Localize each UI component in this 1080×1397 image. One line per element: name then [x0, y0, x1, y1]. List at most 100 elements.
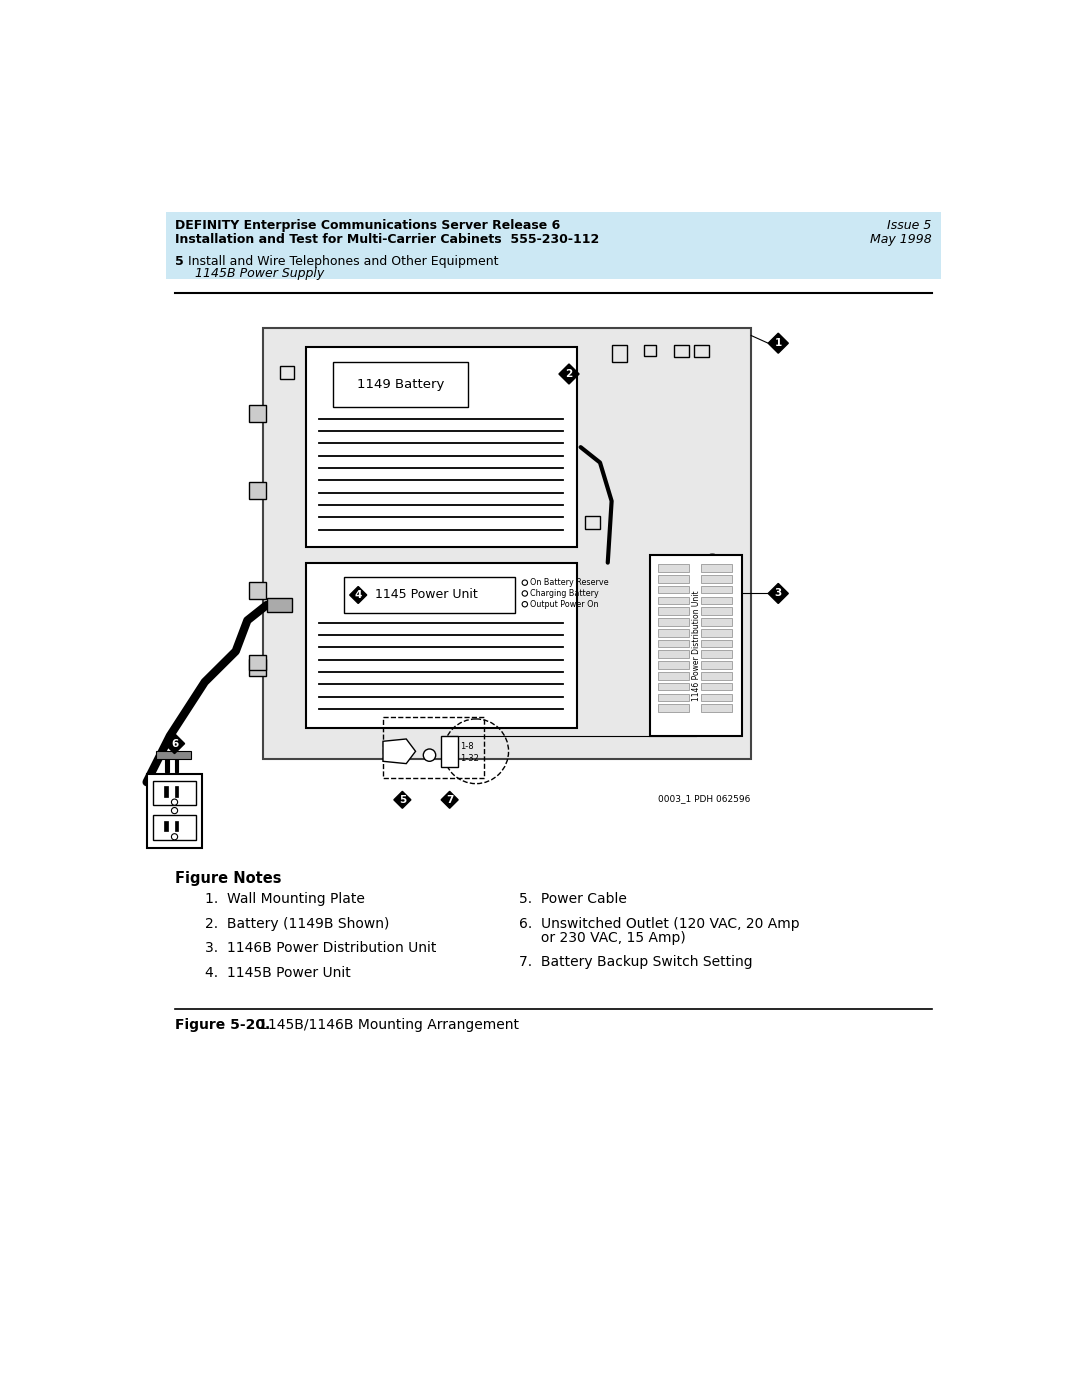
Bar	[658, 693, 689, 701]
Bar	[701, 640, 732, 647]
Text: On Battery Reserve: On Battery Reserve	[530, 578, 609, 587]
Bar	[658, 651, 689, 658]
Bar	[701, 564, 732, 571]
Text: 1146 Power Distribution Unit: 1146 Power Distribution Unit	[691, 590, 701, 701]
Bar	[658, 597, 689, 605]
Circle shape	[172, 807, 177, 813]
Text: 3: 3	[774, 588, 782, 598]
Bar	[164, 787, 167, 796]
Text: 6: 6	[171, 739, 178, 749]
Bar	[248, 655, 266, 671]
Bar	[701, 683, 732, 690]
Bar	[701, 585, 732, 594]
Text: 2: 2	[565, 369, 572, 379]
Bar	[248, 482, 266, 499]
Text: or 230 VAC, 15 Amp): or 230 VAC, 15 Amp)	[518, 930, 686, 944]
Bar	[306, 346, 577, 548]
Bar	[658, 640, 689, 647]
Bar	[658, 704, 689, 712]
Text: 2.  Battery (1149B Shown): 2. Battery (1149B Shown)	[205, 916, 389, 930]
Polygon shape	[768, 334, 788, 353]
Bar	[658, 576, 689, 583]
Circle shape	[172, 834, 177, 840]
Polygon shape	[383, 739, 416, 764]
Text: 1145B/1146B Mounting Arrangement: 1145B/1146B Mounting Arrangement	[259, 1018, 519, 1032]
Text: Issue 5: Issue 5	[888, 219, 932, 232]
Bar	[441, 736, 458, 767]
Bar	[658, 683, 689, 690]
Bar	[164, 820, 167, 831]
Text: May 1998: May 1998	[870, 233, 932, 246]
Text: 1145B Power Supply: 1145B Power Supply	[195, 267, 325, 279]
Circle shape	[704, 555, 721, 571]
Text: 1.  Wall Mounting Plate: 1. Wall Mounting Plate	[205, 893, 365, 907]
Bar	[701, 576, 732, 583]
Polygon shape	[394, 791, 410, 809]
Circle shape	[522, 602, 527, 606]
Bar	[166, 211, 941, 250]
Text: 1: 1	[774, 338, 782, 348]
Text: 5.  Power Cable: 5. Power Cable	[518, 893, 626, 907]
Bar	[701, 672, 732, 680]
Bar	[147, 774, 202, 848]
Text: Figure 5-20.: Figure 5-20.	[175, 1018, 271, 1032]
Bar	[658, 617, 689, 626]
Bar	[280, 366, 294, 379]
Bar	[611, 345, 627, 362]
Text: 7: 7	[446, 795, 454, 805]
Bar	[658, 661, 689, 669]
Text: 1-8: 1-8	[460, 742, 474, 752]
Bar	[644, 345, 656, 355]
Bar	[156, 752, 191, 759]
Bar	[333, 362, 469, 407]
Bar	[701, 651, 732, 658]
Bar	[674, 345, 689, 358]
Polygon shape	[559, 365, 579, 384]
Polygon shape	[350, 587, 367, 604]
Bar	[658, 564, 689, 571]
Bar	[175, 787, 178, 796]
Bar	[175, 820, 178, 831]
Bar	[658, 672, 689, 680]
Bar	[248, 583, 266, 599]
Polygon shape	[768, 584, 788, 604]
Bar	[701, 617, 732, 626]
Text: 4.  1145B Power Unit: 4. 1145B Power Unit	[205, 967, 351, 981]
Circle shape	[522, 580, 527, 585]
Bar	[306, 563, 577, 728]
Circle shape	[423, 749, 435, 761]
Bar	[153, 781, 197, 805]
Text: Output Power On: Output Power On	[530, 599, 598, 609]
Text: Installation and Test for Multi-Carrier Cabinets  555-230-112: Installation and Test for Multi-Carrier …	[175, 233, 599, 246]
Text: Charging Battery: Charging Battery	[530, 590, 599, 598]
Text: 3.  1146B Power Distribution Unit: 3. 1146B Power Distribution Unit	[205, 942, 436, 956]
Bar	[153, 816, 197, 840]
Text: 5: 5	[175, 254, 184, 268]
Text: 5: 5	[399, 795, 406, 805]
Bar	[701, 704, 732, 712]
Text: 1149 Battery: 1149 Battery	[356, 379, 444, 391]
Text: 0003_1 PDH 062596: 0003_1 PDH 062596	[659, 795, 751, 803]
Bar	[701, 608, 732, 615]
Text: 1-32: 1-32	[460, 754, 480, 763]
Bar	[584, 517, 600, 529]
Text: Install and Wire Telephones and Other Equipment: Install and Wire Telephones and Other Eq…	[188, 254, 498, 268]
Text: DEFINITY Enterprise Communications Server Release 6: DEFINITY Enterprise Communications Serve…	[175, 219, 561, 232]
Bar	[175, 756, 178, 773]
Bar	[248, 659, 266, 676]
Polygon shape	[441, 791, 458, 809]
Text: 4: 4	[354, 590, 362, 599]
Bar	[345, 577, 515, 613]
Bar	[248, 405, 266, 422]
Bar	[701, 693, 732, 701]
Polygon shape	[267, 598, 292, 612]
Circle shape	[172, 799, 177, 805]
Bar	[701, 597, 732, 605]
Bar	[383, 717, 484, 778]
Bar	[701, 661, 732, 669]
Text: Figure Notes: Figure Notes	[175, 870, 282, 886]
Bar	[262, 328, 751, 759]
Circle shape	[522, 591, 527, 597]
Text: 1145 Power Unit: 1145 Power Unit	[375, 588, 478, 602]
Bar	[693, 345, 710, 358]
